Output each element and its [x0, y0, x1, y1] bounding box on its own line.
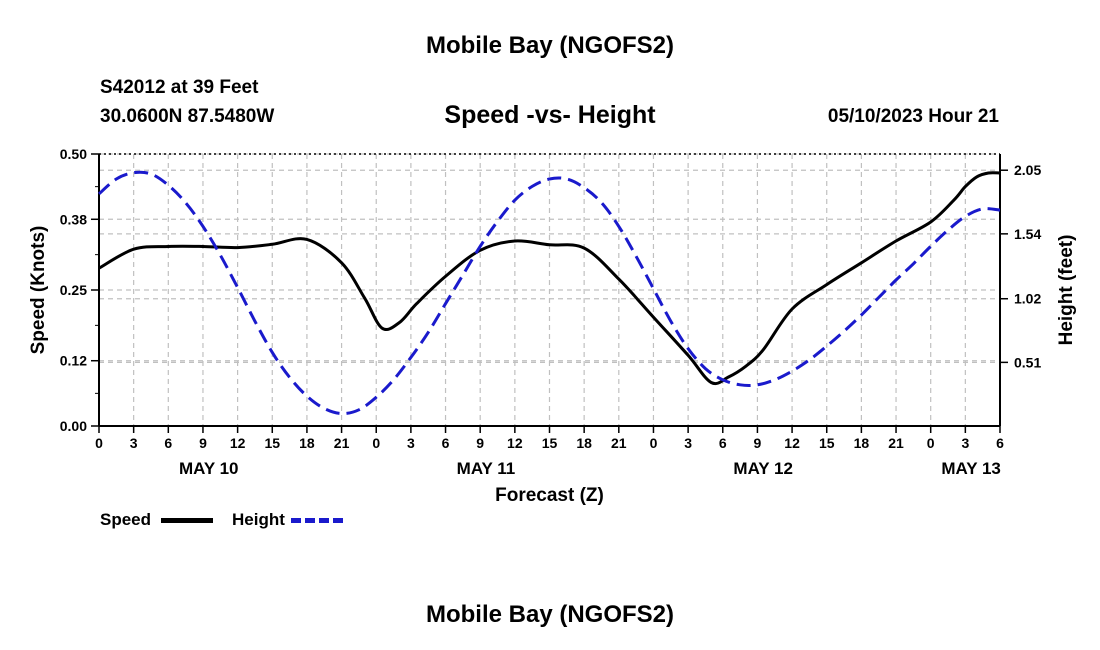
x-tick-label: 15	[819, 435, 835, 451]
day-label: MAY 10	[179, 459, 239, 478]
x-tick-label: 21	[888, 435, 904, 451]
y-axis-title: Speed (Knots)	[28, 226, 49, 355]
x-tick-label: 6	[164, 435, 172, 451]
x-tick-label: 0	[650, 435, 658, 451]
x-tick-label: 12	[230, 435, 246, 451]
x-tick-label: 18	[576, 435, 592, 451]
y2-tick-label: 1.54	[1014, 226, 1041, 242]
y2-tick-label: 1.02	[1014, 291, 1041, 307]
x-tick-label: 0	[372, 435, 380, 451]
legend-height-swatch	[291, 518, 343, 523]
x-tick-label: 0	[927, 435, 935, 451]
bottom-title: Mobile Bay (NGOFS2)	[425, 601, 675, 628]
x-tick-label: 6	[442, 435, 450, 451]
y-tick-label: 0.12	[60, 353, 87, 369]
chart-subtitle: Speed -vs- Height	[444, 101, 656, 129]
x-axis-title: Forecast (Z)	[495, 485, 604, 506]
x-tick-label: 9	[754, 435, 762, 451]
station-label: S42012 at 39 Feet	[100, 77, 259, 98]
legend-height-label: Height	[232, 510, 285, 529]
x-tick-label: 6	[996, 435, 1004, 451]
day-label: MAY 12	[733, 459, 793, 478]
y-tick-label: 0.00	[60, 418, 87, 434]
x-tick-label: 3	[130, 435, 138, 451]
x-tick-label: 18	[299, 435, 315, 451]
x-tick-label: 18	[854, 435, 870, 451]
x-tick-label: 3	[961, 435, 969, 451]
x-tick-label: 3	[684, 435, 692, 451]
day-label: MAY 13	[941, 459, 1001, 478]
legend-speed-label: Speed	[100, 510, 152, 529]
x-tick-label: 15	[542, 435, 558, 451]
x-tick-label: 12	[507, 435, 523, 451]
y2-tick-label: 0.51	[1014, 354, 1041, 370]
x-tick-label: 15	[264, 435, 280, 451]
x-tick-label: 3	[407, 435, 415, 451]
y-tick-label: 0.38	[60, 211, 87, 227]
x-tick-label: 9	[199, 435, 207, 451]
x-tick-label: 12	[784, 435, 800, 451]
y2-axis-title: Height (feet)	[1056, 235, 1077, 346]
datetime-label: 05/10/2023 Hour 21	[827, 106, 999, 127]
speed-series-line	[98, 171, 1001, 386]
x-tick-label: 21	[334, 435, 350, 451]
y-tick-label: 0.50	[60, 146, 87, 162]
legend-speed-swatch	[161, 518, 213, 523]
y2-tick-label: 2.05	[1014, 162, 1041, 178]
height-series-line	[98, 170, 1001, 416]
day-label: MAY 11	[457, 459, 516, 478]
chart-title: Mobile Bay (NGOFS2)	[425, 32, 675, 59]
x-tick-label: 9	[476, 435, 484, 451]
coordinates-label: 30.0600N 87.5480W	[100, 106, 275, 127]
x-tick-label: 0	[95, 435, 103, 451]
x-tick-label: 6	[719, 435, 727, 451]
y-tick-label: 0.25	[60, 282, 87, 298]
x-tick-label: 21	[611, 435, 627, 451]
